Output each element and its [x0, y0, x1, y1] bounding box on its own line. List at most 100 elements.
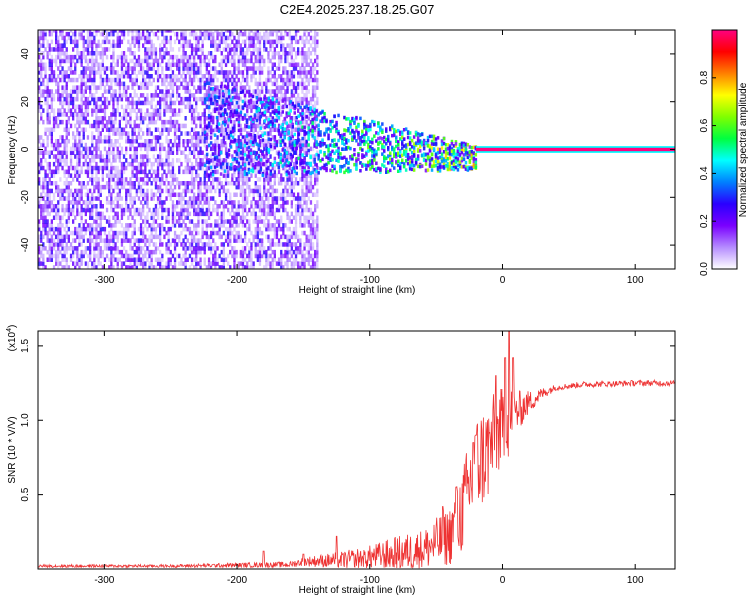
spectrogram-cell — [80, 100, 83, 106]
spectrogram-cell — [229, 196, 232, 201]
spectrogram-cell — [125, 74, 128, 79]
spectrogram-cell — [180, 43, 183, 48]
spectrogram-cell — [148, 131, 151, 136]
spectrogram-cell — [239, 154, 242, 159]
spectrogram-cell — [210, 249, 213, 255]
spectrogram-cell — [229, 242, 232, 247]
spectrogram-cell — [137, 253, 141, 259]
spectrogram-cell — [150, 74, 153, 79]
spectrogram-cell — [74, 31, 77, 37]
spectrogram-cell — [57, 85, 60, 90]
spectrogram-cell — [69, 123, 73, 129]
spectrogram-cell — [178, 219, 181, 224]
spectrogram-cell — [40, 184, 43, 190]
spectrogram-cell — [99, 158, 102, 163]
spectrogram-cell — [118, 93, 121, 98]
spectrogram-cell — [120, 135, 124, 140]
spectrogram-cell — [186, 257, 189, 262]
spectrogram-cell — [305, 100, 308, 106]
spectrogram-cell — [97, 51, 100, 56]
spectrogram-cell — [190, 135, 194, 140]
spectrogram-cell — [216, 135, 219, 140]
spectrogram-cell — [311, 234, 315, 240]
spectrogram-cell — [231, 219, 234, 224]
spectrogram-cell — [112, 47, 115, 52]
spectrogram-cell — [233, 35, 236, 41]
spectrogram-cell — [233, 51, 236, 56]
spectrogram-cell — [95, 30, 98, 33]
spectrogram-cell — [237, 100, 240, 106]
spectrogram-cell — [156, 70, 160, 75]
spectrogram-cell — [69, 150, 73, 155]
spectrogram-cell — [222, 211, 225, 217]
spectrogram-cell — [78, 108, 81, 113]
spectrogram-cell — [86, 226, 90, 232]
spectrogram-cell — [116, 154, 119, 159]
spectrogram-cell — [258, 246, 262, 251]
spectrogram-cell — [309, 238, 313, 243]
spectrogram-cell — [61, 238, 64, 243]
spectrogram-cell — [76, 226, 79, 232]
spectrogram-cell — [99, 104, 102, 110]
spectrogram-cell — [263, 223, 266, 228]
spectrogram-cell — [239, 112, 242, 117]
spectrogram-cell — [303, 81, 306, 87]
spectrogram-cell — [261, 242, 264, 247]
spectrogram-cell — [84, 112, 87, 117]
spectrogram-cell — [46, 54, 49, 60]
spectrogram-cell — [195, 139, 198, 144]
spectrogram-cell — [214, 161, 217, 167]
spectrogram-cell — [292, 161, 296, 167]
spectrogram-cell — [146, 85, 149, 90]
spectrogram-cell — [269, 192, 272, 197]
spectrogram-cell — [50, 96, 53, 102]
spectrogram-cell — [309, 35, 313, 41]
spectrogram-cell — [220, 223, 223, 228]
spectrogram-cell — [231, 230, 234, 236]
spectrogram-cell — [197, 116, 200, 121]
spectrogram-cell — [40, 81, 43, 87]
spectrogram-cell — [311, 223, 315, 228]
spectrogram-cell — [105, 246, 109, 251]
spectrogram-cell — [309, 184, 313, 190]
spectrogram-cell — [146, 219, 149, 224]
spectrogram-cell — [137, 47, 141, 52]
spectrogram-cell — [50, 93, 53, 98]
spectrogram-cell — [182, 246, 185, 251]
spectrogram-cell — [171, 112, 175, 117]
spectrogram-cell — [250, 257, 253, 262]
spectrogram-cell — [110, 226, 113, 232]
spectrogram-cell — [97, 177, 100, 182]
spectrogram-cell — [144, 154, 147, 159]
spectrogram-cell — [76, 51, 79, 56]
spectrogram-cell — [50, 173, 53, 178]
spectrogram-cell — [144, 47, 147, 52]
spectrogram-cell — [195, 131, 198, 136]
spectrogram-cell — [203, 132, 207, 137]
spectrogram-cell — [207, 196, 211, 201]
spectrogram-cell — [82, 226, 85, 232]
spectrogram-cell — [309, 200, 313, 205]
spectrogram-cell — [108, 135, 111, 140]
spectrogram-cell — [120, 66, 124, 71]
spectrogram-cell — [212, 77, 215, 83]
spectrogram-cell — [63, 234, 66, 240]
spectrogram-cell — [294, 257, 298, 262]
spectrogram-cell — [67, 104, 70, 110]
spectrogram-cell — [282, 253, 285, 259]
spectrogram-cell — [224, 234, 228, 240]
spectrogram-cell — [205, 81, 209, 85]
spectrogram-cell — [250, 158, 253, 163]
spectrogram-cell — [284, 196, 287, 201]
spectrogram-cell — [182, 85, 185, 90]
spectrogram-cell — [195, 169, 198, 175]
spectrogram-cell — [144, 196, 147, 201]
spectrogram-cell — [203, 249, 206, 255]
spectrogram-cell — [195, 226, 198, 232]
spectrogram-cell — [120, 146, 124, 152]
spectrogram-cell — [297, 93, 300, 98]
spectrogram-cell — [114, 234, 117, 240]
spectrogram-cell — [91, 112, 94, 117]
spectrogram-cell — [169, 196, 172, 201]
spectrogram-cell — [74, 54, 77, 60]
